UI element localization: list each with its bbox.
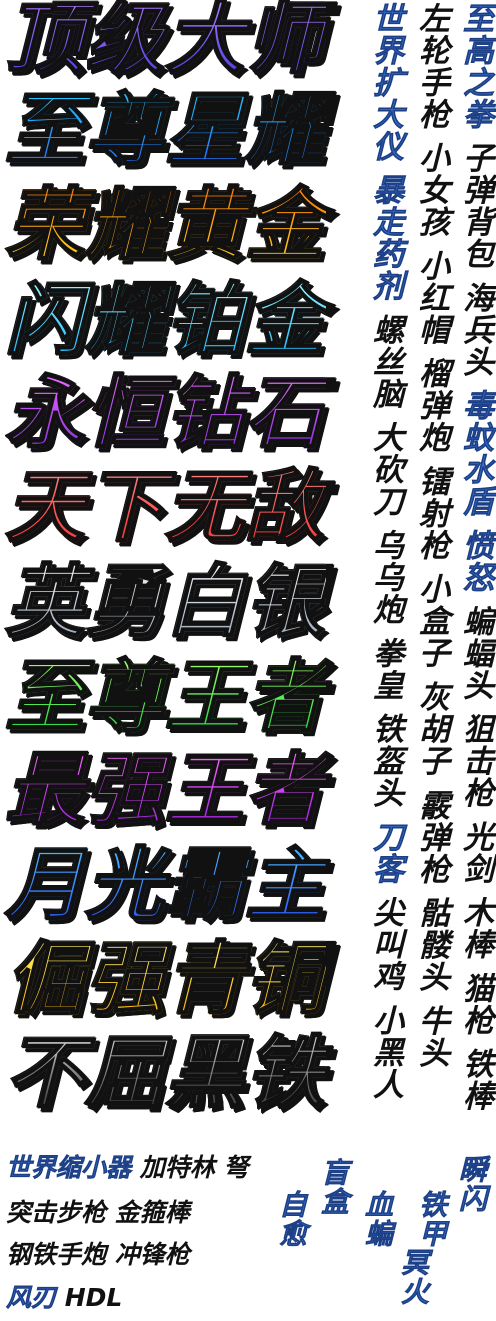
item-armor: 铁甲 [415, 1190, 449, 1249]
rank-title: 英勇白银 [5, 558, 362, 648]
item-text: 毒蚊水盾 愤怒 [457, 389, 494, 594]
item-text: 盲盒 [317, 1158, 351, 1217]
item-text: 刀客 [367, 820, 404, 885]
item-text: 瞬闪 [455, 1155, 489, 1214]
bottom-line-2: 突击步枪 金箍棒 [6, 1198, 190, 1228]
item-text: 世界缩小器 [6, 1153, 132, 1183]
rank-label: 荣耀黄金 [5, 181, 327, 271]
item-heal: 自愈 [275, 1190, 309, 1249]
rank-label: 闪耀铂金 [5, 276, 327, 366]
item-text: 加特林 弩 [139, 1153, 249, 1182]
rank-label: 至尊星耀 [5, 86, 327, 176]
rank-title: 永恒钻石 [5, 369, 362, 459]
item-text: 世界扩大仪 暴走药剂 [367, 2, 404, 302]
rank-title: 闪耀铂金 [5, 276, 362, 366]
rank-label: 永恒钻石 [5, 369, 327, 459]
rank-title: 至尊王者 [5, 653, 362, 743]
item-blood-bat: 血蝙 [361, 1190, 395, 1249]
item-text: 自愈 [275, 1190, 309, 1249]
rank-title: 最强王者 [5, 746, 362, 836]
item-text: 冥火 [397, 1248, 431, 1307]
bottom-line-3: 钢铁手炮 冲锋枪 [6, 1240, 190, 1270]
rank-title: 顶级大师 [5, 0, 362, 85]
item-column-1: 至高之拳 子弹背包 海兵头 毒蚊水盾 愤怒 蝙蝠头 狙击枪 光剑 木棒 猫枪 铁… [457, 2, 494, 1112]
rank-label: 月光霸主 [5, 841, 327, 931]
rank-title: 月光霸主 [5, 841, 362, 931]
item-text: 血蝙 [361, 1190, 395, 1249]
item-text: 霰弹枪 骷髅头 牛头 [413, 788, 449, 1069]
item-text: 子弹背包 海兵头 [457, 141, 493, 378]
rank-title: 天下无敌 [5, 463, 362, 553]
rank-label: 天下无敌 [5, 463, 327, 553]
item-text: 蝙蝠头 狙击枪 光剑 木棒 猫枪 铁棒 [457, 604, 493, 1112]
rank-label: 最强王者 [5, 746, 327, 836]
item-text: 尖叫鸡 小黑人 [367, 896, 403, 1101]
item-text: 风刃 [6, 1283, 57, 1313]
rank-title: 荣耀黄金 [5, 181, 362, 271]
rank-label: 不屈黑铁 [5, 1029, 327, 1119]
item-text: 左轮手枪 小女孩 小红帽 榴弹炮 镭射枪 小盒子 灰胡子 [413, 2, 449, 777]
item-blind-box: 盲盒 [317, 1158, 351, 1217]
item-text: 螺丝脑 大砍刀 乌乌炮 拳皇 铁盔头 [367, 313, 403, 809]
item-column-2: 左轮手枪 小女孩 小红帽 榴弹炮 镭射枪 小盒子 灰胡子 霰弹枪 骷髅头 牛头 [413, 2, 449, 1069]
bottom-line-1: 世界缩小器 加特林 弩 [6, 1153, 249, 1183]
item-text: 铁甲 [415, 1190, 449, 1249]
item-ming-fire: 冥火 [397, 1248, 431, 1307]
rank-label: 倔强青铜 [5, 935, 327, 1025]
item-text: HDL [64, 1283, 123, 1312]
rank-label: 顶级大师 [5, 0, 327, 85]
item-text: 至高之拳 [457, 2, 494, 131]
item-column-3: 世界扩大仪 暴走药剂 螺丝脑 大砍刀 乌乌炮 拳皇 铁盔头 刀客 尖叫鸡 小黑人 [367, 2, 404, 1101]
item-text: 突击步枪 金箍棒 [6, 1198, 190, 1227]
rank-label: 至尊王者 [5, 653, 327, 743]
item-text: 钢铁手炮 冲锋枪 [6, 1240, 190, 1269]
item-flash: 瞬闪 [455, 1155, 489, 1214]
bottom-line-4: 风刃 HDL [6, 1283, 123, 1313]
rank-title: 倔强青铜 [5, 935, 362, 1025]
rank-title: 至尊星耀 [5, 86, 362, 176]
rank-title: 不屈黑铁 [5, 1029, 362, 1119]
rank-label: 英勇白银 [5, 558, 327, 648]
